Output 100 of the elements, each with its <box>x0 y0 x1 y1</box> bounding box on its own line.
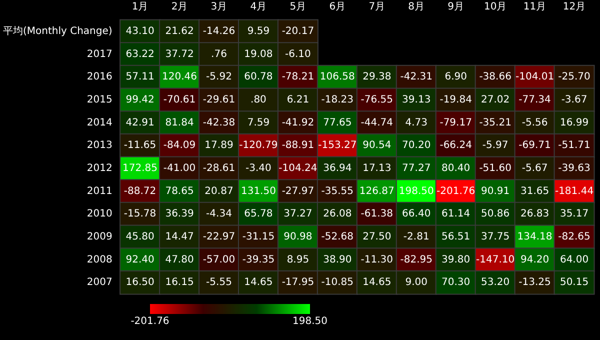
data-label: 120.46 <box>162 72 198 83</box>
data-label: -35.21 <box>479 117 512 128</box>
data-label: 26.08 <box>323 208 352 220</box>
data-label: 92.40 <box>126 254 154 266</box>
data-label: 77.27 <box>402 162 431 174</box>
data-label: 9.59 <box>247 26 270 37</box>
data-label: 19.08 <box>244 48 273 60</box>
y-tick-label: 2013 <box>86 140 112 152</box>
data-label: -5.92 <box>206 72 232 83</box>
data-label: 14.65 <box>362 277 392 288</box>
data-label: -4.34 <box>206 208 232 220</box>
data-label: 37.27 <box>284 208 312 220</box>
data-label: -17.95 <box>282 277 314 288</box>
data-label: 47.80 <box>165 254 194 266</box>
x-tick-label: 11月 <box>523 2 546 12</box>
data-label: 14.47 <box>165 231 194 242</box>
x-tick-label: 5月 <box>290 2 306 12</box>
data-label: 31.65 <box>520 186 550 197</box>
data-label: -181.44 <box>554 186 594 197</box>
data-label: -5.55 <box>206 277 232 288</box>
data-label: -153.27 <box>318 140 357 152</box>
data-label: 27.02 <box>480 94 510 106</box>
data-label: 14.65 <box>244 277 273 288</box>
data-label: -11.65 <box>124 140 156 152</box>
data-label: 7.59 <box>247 117 270 128</box>
data-label: -5.67 <box>522 162 548 174</box>
data-label: 172.85 <box>122 162 158 174</box>
data-label: -22.97 <box>202 231 236 242</box>
data-label: -61.38 <box>360 208 394 220</box>
x-tick-label: 4月 <box>250 2 267 12</box>
data-label: 70.30 <box>442 277 470 288</box>
data-label: -41.92 <box>282 117 314 128</box>
x-tick-label: 3月 <box>210 2 228 12</box>
data-label: -42.31 <box>400 72 432 83</box>
data-label: 81.84 <box>165 117 194 128</box>
data-label: 36.94 <box>323 162 352 174</box>
data-label: -88.91 <box>282 140 314 152</box>
data-label: -18.23 <box>321 94 354 106</box>
x-tick-label: 8月 <box>408 2 425 12</box>
data-label: -6.10 <box>285 48 311 60</box>
data-label: 21.62 <box>165 26 194 37</box>
data-label: -13.25 <box>518 277 551 288</box>
color-bar-label: 198.50 <box>292 315 328 329</box>
data-label: -19.84 <box>440 94 472 106</box>
y-tick-label: 2012 <box>86 162 112 174</box>
data-label: 37.75 <box>480 231 510 242</box>
data-label: 134.18 <box>517 231 552 242</box>
data-label: 80.40 <box>442 162 470 174</box>
data-label: 26.83 <box>520 208 550 220</box>
data-label: -2.81 <box>403 231 430 242</box>
data-label: 20.87 <box>204 186 234 197</box>
data-label: 50.15 <box>560 277 589 288</box>
data-label: -44.74 <box>360 117 394 128</box>
data-label: -35.55 <box>321 186 354 197</box>
data-label: -39.35 <box>242 254 275 266</box>
data-label: 131.50 <box>240 186 276 197</box>
data-label: 66.40 <box>402 208 431 220</box>
data-label: -120.79 <box>239 140 278 152</box>
data-label: 61.14 <box>442 208 470 220</box>
data-label: 8.95 <box>286 254 310 266</box>
data-label: -104.01 <box>515 72 554 83</box>
data-label: 37.72 <box>165 48 194 60</box>
y-tick-label: 2011 <box>86 186 112 197</box>
y-tick-label: 2014 <box>86 117 112 128</box>
x-tick-label: 6月 <box>329 2 346 12</box>
data-label: -27.97 <box>282 186 314 197</box>
y-tick-label: 平均(Monthly Change) <box>2 24 112 37</box>
data-label: 6.90 <box>444 72 467 83</box>
data-label: -3.40 <box>246 162 272 174</box>
data-label: -11.30 <box>360 254 394 266</box>
data-label: 17.89 <box>204 140 234 152</box>
data-label: 70.20 <box>402 140 431 152</box>
x-tick-label: 2月 <box>171 2 188 12</box>
data-label: -51.71 <box>558 140 590 152</box>
x-tick-label: 7月 <box>368 2 386 12</box>
data-label: -66.24 <box>440 140 472 152</box>
data-label: -79.17 <box>440 117 472 128</box>
data-label: -38.66 <box>479 72 512 83</box>
data-label: 60.78 <box>244 72 273 83</box>
data-label: 36.39 <box>165 208 194 220</box>
data-label: -88.72 <box>124 186 156 197</box>
data-label: -76.55 <box>360 94 394 106</box>
data-label: -104.24 <box>278 162 318 174</box>
data-label: .80 <box>250 94 266 106</box>
data-label: -52.68 <box>321 231 354 242</box>
data-label: -82.65 <box>558 231 590 242</box>
data-label: -69.71 <box>518 140 551 152</box>
data-label: -201.76 <box>436 186 476 197</box>
data-label: 45.80 <box>126 231 154 242</box>
data-label: -57.00 <box>202 254 236 266</box>
x-tick-label: 10月 <box>484 2 507 12</box>
data-label: 43.10 <box>126 26 154 37</box>
data-label: -5.97 <box>482 140 508 152</box>
data-label: -14.26 <box>202 26 236 37</box>
data-label: 16.15 <box>165 277 194 288</box>
data-label: 63.22 <box>126 48 154 60</box>
data-label: -42.38 <box>202 117 236 128</box>
data-label: 65.78 <box>244 208 273 220</box>
data-label: 27.50 <box>362 231 392 242</box>
y-tick-label: 2016 <box>86 72 112 83</box>
